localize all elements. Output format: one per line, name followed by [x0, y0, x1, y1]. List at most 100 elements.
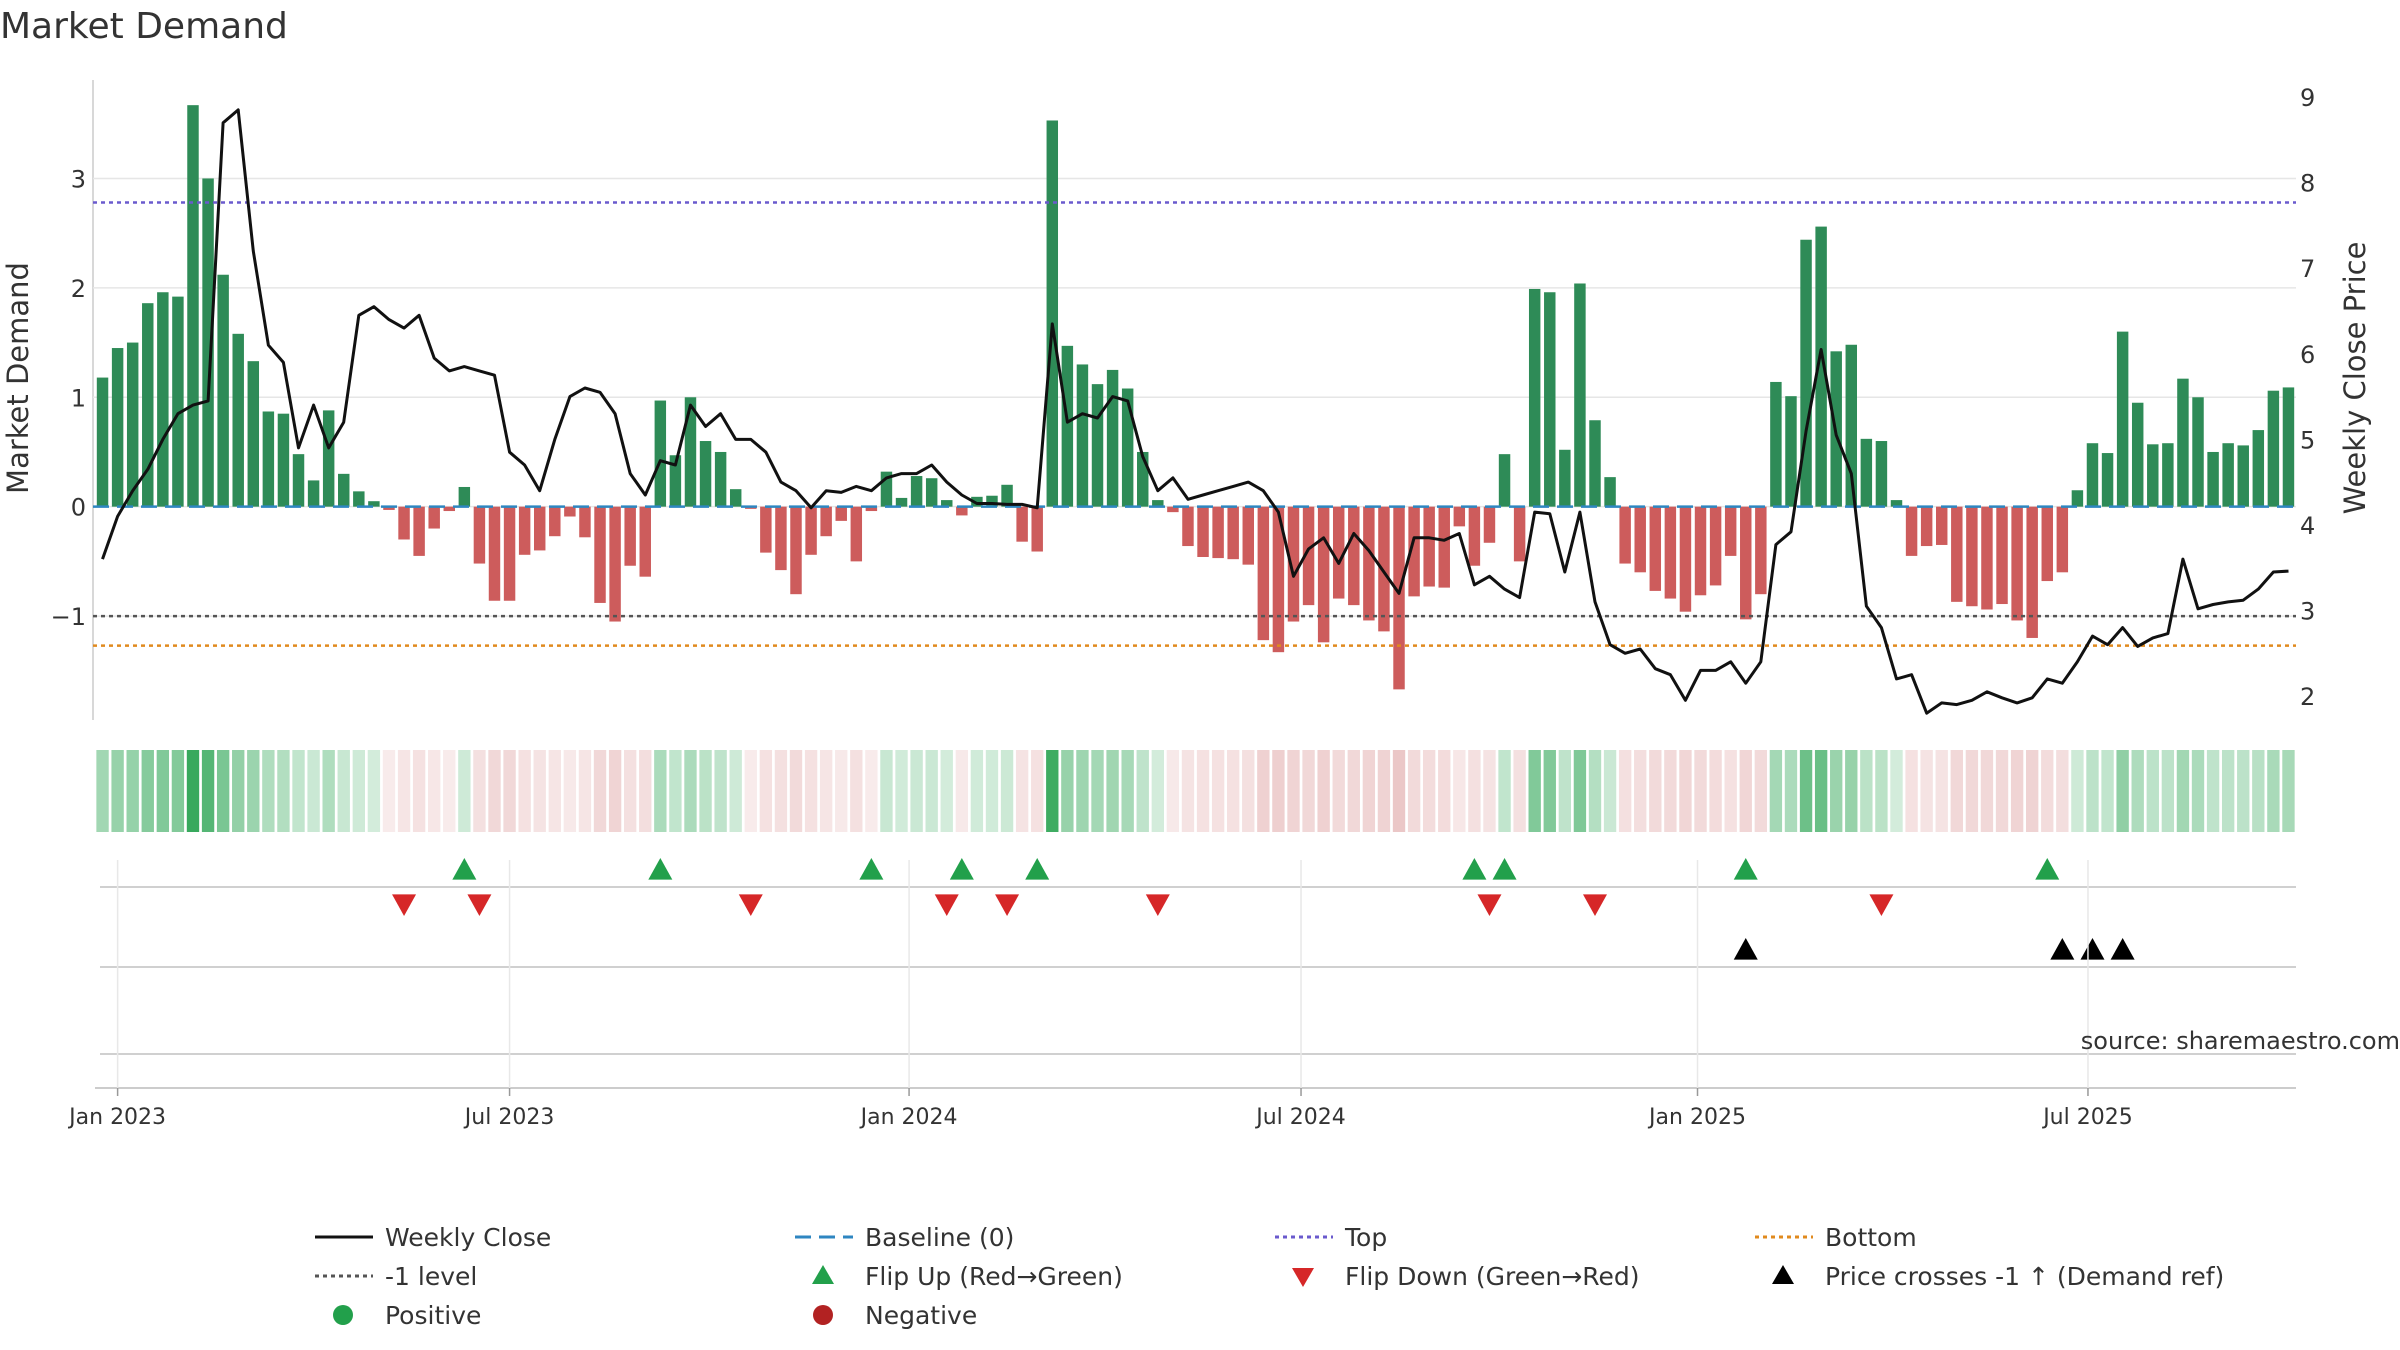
- strip-cell-positive: [126, 750, 139, 832]
- strip-cell-negative: [1392, 750, 1406, 832]
- flip-down-marker: [738, 894, 763, 916]
- demand-bar-positive: [2086, 443, 2099, 507]
- y2-tick-label: 8: [2300, 170, 2315, 198]
- demand-bar-positive: [232, 333, 244, 507]
- strip-cell-negative: [639, 750, 652, 832]
- main-axes: 3 2 1 0 −1 9 8 7 6 5 4 3 2: [51, 80, 2315, 720]
- demand-bar-negative: [850, 506, 863, 562]
- strip-cell-positive: [277, 750, 290, 832]
- strip-cell-negative: [1242, 750, 1255, 832]
- strip-cell-positive: [910, 750, 923, 832]
- demand-bar-negative: [1167, 506, 1179, 513]
- strip-cell-positive: [1121, 750, 1134, 832]
- flip-up-marker: [1733, 858, 1758, 880]
- strip-cell-negative: [1664, 750, 1677, 832]
- demand-bar-positive: [1001, 484, 1013, 507]
- demand-bar-negative: [1317, 506, 1330, 643]
- strip-cell-positive: [1875, 750, 1888, 832]
- y2-tick-label: 2: [2300, 683, 2315, 711]
- demand-bar-negative: [1287, 506, 1300, 622]
- strip-cell-negative: [1935, 750, 1948, 832]
- demand-bar-negative: [2011, 506, 2023, 621]
- flip-up-marker: [859, 858, 884, 880]
- demand-bar-negative: [1755, 506, 1767, 595]
- demand-bar-negative: [443, 506, 455, 512]
- strip-cell-negative: [835, 750, 848, 832]
- demand-bar-negative: [1619, 506, 1631, 564]
- strip-cell-positive: [458, 750, 471, 832]
- strip-cell-positive: [880, 750, 893, 832]
- demand-bar-positive: [1589, 420, 1601, 507]
- strip-cell-negative: [1302, 750, 1315, 832]
- demand-bar-negative: [1272, 506, 1285, 653]
- demand-bar-negative: [1740, 506, 1752, 620]
- demand-bar-positive: [2162, 443, 2174, 507]
- strip-cell-negative: [789, 750, 803, 832]
- demand-bar-negative: [835, 506, 847, 521]
- demand-bar-positive: [1091, 384, 1104, 507]
- source-note: source: sharemaestro.com: [2081, 1027, 2400, 1055]
- strip-cell-negative: [593, 750, 607, 832]
- legend-entry-label: Weekly Close: [385, 1223, 551, 1252]
- demand-bar-negative: [549, 506, 561, 537]
- strip-cell-negative: [1181, 750, 1195, 832]
- demand-bar-positive: [2131, 402, 2144, 507]
- strip-cell-negative: [1754, 750, 1768, 832]
- strip-cell-negative: [1649, 750, 1662, 832]
- strip-cell-negative: [1724, 750, 1737, 832]
- demand-bar-negative: [1031, 506, 1043, 552]
- strip-cell-negative: [1694, 750, 1707, 832]
- demand-bar-positive: [1604, 477, 1616, 507]
- y2-tick-label: 6: [2300, 341, 2315, 369]
- demand-bar-negative: [2026, 506, 2038, 638]
- flip-down-marker: [1477, 894, 1502, 916]
- strip-cell-negative: [1995, 750, 2009, 832]
- demand-bar-negative: [1393, 506, 1405, 690]
- demand-bar-negative: [1709, 506, 1722, 586]
- strip-cell-positive: [925, 750, 938, 832]
- strip-cell-negative: [1709, 750, 1722, 832]
- strip-cell-negative: [1287, 750, 1300, 832]
- legend-entry-label: Baseline (0): [865, 1223, 1014, 1252]
- strip-cell-negative: [382, 750, 396, 832]
- y-tick-label: −1: [51, 603, 86, 631]
- flip-up-marker: [949, 858, 974, 880]
- strip-cell-negative: [1377, 750, 1391, 832]
- flip-down-marker: [392, 894, 417, 916]
- strip-cell-negative: [2056, 750, 2069, 832]
- demand-bar-negative: [1453, 506, 1466, 527]
- demand-bar-positive: [2116, 331, 2129, 507]
- strip-cell-negative: [1211, 750, 1225, 832]
- strip-cell-positive: [1769, 750, 1783, 832]
- strip-cell-positive: [247, 750, 260, 832]
- strip-cell-positive: [1061, 750, 1074, 832]
- demand-bar-positive: [1800, 239, 1812, 507]
- strip-cell-negative: [1317, 750, 1330, 832]
- demand-bar-positive: [2222, 443, 2234, 507]
- demand-bar-negative: [1694, 506, 1707, 596]
- strip-cell-negative: [503, 750, 516, 832]
- strip-cell-positive: [307, 750, 320, 832]
- demand-bar-positive: [111, 348, 124, 507]
- demand-bar-negative: [1649, 506, 1662, 591]
- demand-bar-negative: [1348, 506, 1360, 606]
- demand-bar-positive: [2147, 444, 2159, 507]
- demand-bar-negative: [1423, 506, 1435, 587]
- strip-cell-positive: [1076, 750, 1089, 832]
- strip-cell-negative: [1272, 750, 1285, 832]
- strip-cell-negative: [1920, 750, 1933, 832]
- demand-bar-positive: [910, 476, 923, 507]
- demand-bar-positive: [1559, 449, 1571, 507]
- strip-cell-negative: [1950, 750, 1963, 832]
- flip-up-marker: [452, 858, 477, 880]
- strip-cell-negative: [488, 750, 501, 832]
- y2-tick-label: 4: [2300, 512, 2315, 540]
- demand-bar-positive: [971, 496, 983, 507]
- strip-cell-positive: [1528, 750, 1541, 832]
- demand-bar-negative: [790, 506, 802, 595]
- strip-cell-positive: [729, 750, 742, 832]
- demand-bar-positive: [925, 478, 938, 507]
- y-tick-label: 1: [71, 384, 86, 412]
- demand-bar-positive: [1875, 441, 1888, 507]
- demand-bar-negative: [1242, 506, 1254, 565]
